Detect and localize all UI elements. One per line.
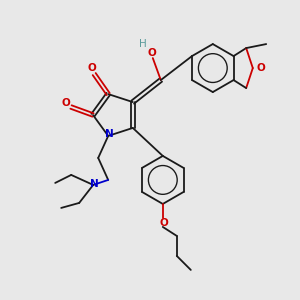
Text: O: O — [159, 218, 168, 228]
Text: O: O — [147, 48, 156, 58]
Text: N: N — [105, 129, 114, 139]
Text: O: O — [61, 98, 70, 108]
Text: H: H — [139, 39, 147, 49]
Text: O: O — [256, 63, 265, 73]
Text: N: N — [90, 179, 99, 189]
Text: O: O — [88, 63, 97, 73]
